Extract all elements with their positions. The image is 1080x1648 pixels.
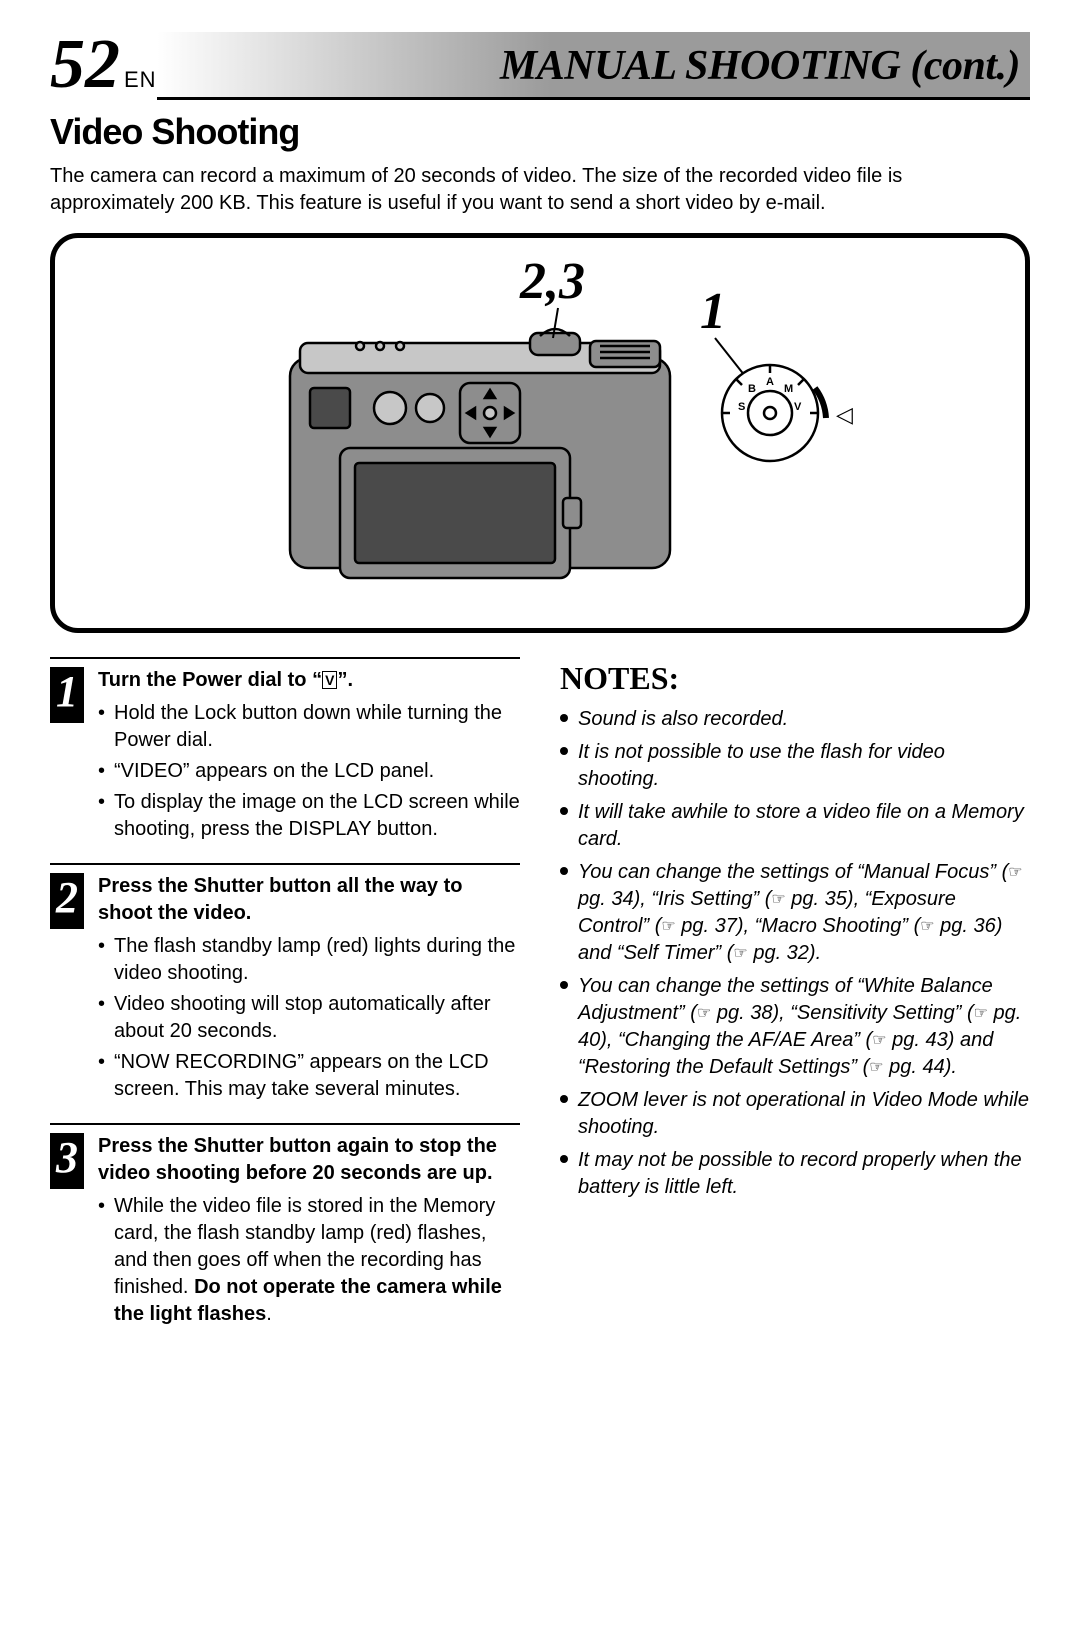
callout-2-3: 2,3: [519, 253, 585, 310]
illustration-panel: 2,3 1 A M V B S ◁: [50, 233, 1030, 633]
note-item: It may not be possible to record properl…: [560, 1147, 1030, 1201]
notes-title: NOTES:: [560, 657, 1030, 700]
note-item: ZOOM lever is not operational in Video M…: [560, 1087, 1030, 1141]
step-number: 1: [50, 667, 84, 723]
page-number: 52: [50, 30, 120, 100]
svg-text:S: S: [738, 401, 745, 413]
svg-text:A: A: [766, 376, 774, 388]
step-heading: Press the Shutter button all the way to …: [98, 873, 520, 927]
step-bullets: Hold the Lock button down while turning …: [98, 700, 520, 843]
step-bullets: While the video file is stored in the Me…: [98, 1193, 520, 1328]
power-dial-icon: A M V B S: [722, 365, 826, 461]
note-item: It will take awhile to store a video fil…: [560, 799, 1030, 853]
note-item: It is not possible to use the flash for …: [560, 739, 1030, 793]
content-columns: 1 Turn the Power dial to “V”. Hold the L…: [50, 657, 1030, 1348]
notes-column: NOTES: Sound is also recorded. It is not…: [560, 657, 1030, 1348]
note-item: Sound is also recorded.: [560, 706, 1030, 733]
step-2: 2 Press the Shutter button all the way t…: [50, 863, 520, 1107]
bullet: “VIDEO” appears on the LCD panel.: [98, 758, 520, 785]
svg-text:V: V: [794, 401, 802, 413]
note-item: You can change the settings of “Manual F…: [560, 859, 1030, 967]
video-mode-icon: V: [322, 671, 337, 689]
svg-text:M: M: [784, 383, 793, 395]
camera-icon: [290, 329, 670, 578]
chapter-title: MANUAL SHOOTING (cont.): [157, 32, 1030, 100]
step-heading: Turn the Power dial to “V”.: [98, 667, 520, 694]
note-item: You can change the settings of “White Ba…: [560, 973, 1030, 1081]
callout-1: 1: [700, 283, 726, 340]
step-3: 3 Press the Shutter button again to stop…: [50, 1123, 520, 1332]
section-title: Video Shooting: [50, 108, 1030, 157]
svg-text:B: B: [748, 383, 756, 395]
step-1: 1 Turn the Power dial to “V”. Hold the L…: [50, 657, 520, 847]
bullet: Video shooting will stop automatically a…: [98, 991, 520, 1045]
bullet: To display the image on the LCD screen w…: [98, 789, 520, 843]
step-number: 3: [50, 1133, 84, 1189]
bullet: While the video file is stored in the Me…: [98, 1193, 520, 1328]
step-heading: Press the Shutter button again to stop t…: [98, 1133, 520, 1187]
steps-column: 1 Turn the Power dial to “V”. Hold the L…: [50, 657, 520, 1348]
bullet: Hold the Lock button down while turning …: [98, 700, 520, 754]
dial-arrow-icon: ◁: [836, 402, 853, 427]
page-lang: EN: [124, 65, 157, 95]
page-header: 52 EN MANUAL SHOOTING (cont.): [50, 30, 1030, 100]
camera-diagram-svg: 2,3 1 A M V B S ◁: [55, 238, 1025, 628]
notes-list: Sound is also recorded. It is not possib…: [560, 706, 1030, 1201]
step-number: 2: [50, 873, 84, 929]
section-intro: The camera can record a maximum of 20 se…: [50, 163, 1010, 217]
step-bullets: The flash standby lamp (red) lights duri…: [98, 933, 520, 1103]
bullet: The flash standby lamp (red) lights duri…: [98, 933, 520, 987]
bullet: “NOW RECORDING” appears on the LCD scree…: [98, 1049, 520, 1103]
page-number-block: 52 EN: [50, 30, 157, 100]
